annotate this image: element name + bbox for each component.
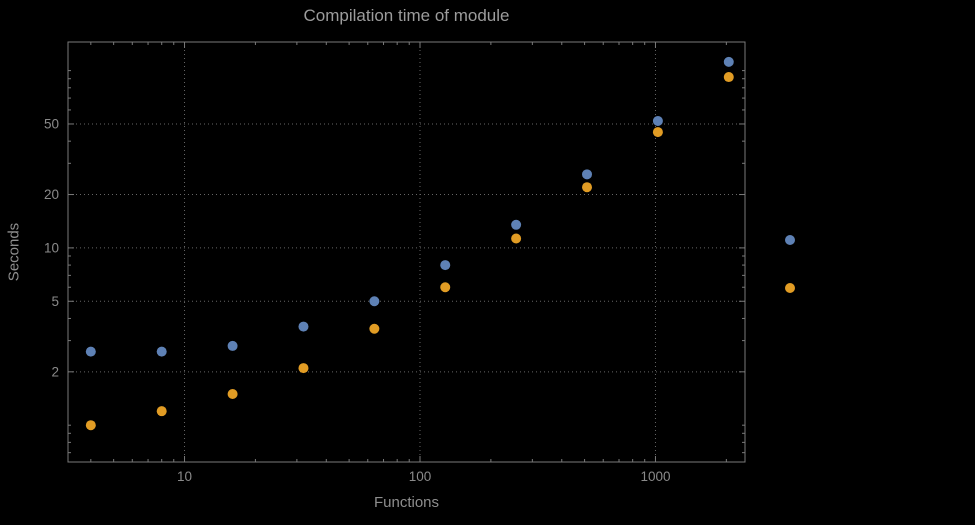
data-point <box>511 219 522 230</box>
legend-marker <box>785 283 795 293</box>
data-point <box>85 420 96 431</box>
data-point <box>227 388 238 399</box>
data-point <box>156 346 167 357</box>
data-point <box>298 363 309 374</box>
x-tick-label: 10 <box>177 469 192 484</box>
data-point <box>652 115 663 126</box>
data-point <box>156 406 167 417</box>
x-tick-label: 1000 <box>640 469 670 484</box>
y-tick-label: 10 <box>44 240 59 255</box>
legend-marker <box>785 235 795 245</box>
plot-frame <box>67 41 746 463</box>
data-point <box>582 182 593 193</box>
data-point <box>440 282 451 293</box>
chart-title: Compilation time of module <box>303 6 510 25</box>
y-tick-label: 20 <box>44 187 59 202</box>
y-tick-label: 50 <box>44 116 59 131</box>
data-point <box>723 72 734 83</box>
x-axis-label: Functions <box>373 494 440 511</box>
y-tick-label: 5 <box>51 294 59 309</box>
data-point <box>369 323 380 334</box>
data-point <box>298 321 309 332</box>
data-point <box>369 296 380 307</box>
data-point <box>652 127 663 138</box>
data-point <box>440 260 451 271</box>
data-point <box>723 56 734 67</box>
data-point <box>227 340 238 351</box>
data-point <box>85 346 96 357</box>
x-tick-label: 100 <box>409 469 432 484</box>
data-point <box>582 169 593 180</box>
data-point <box>511 233 522 244</box>
y-tick-label: 2 <box>51 364 59 379</box>
